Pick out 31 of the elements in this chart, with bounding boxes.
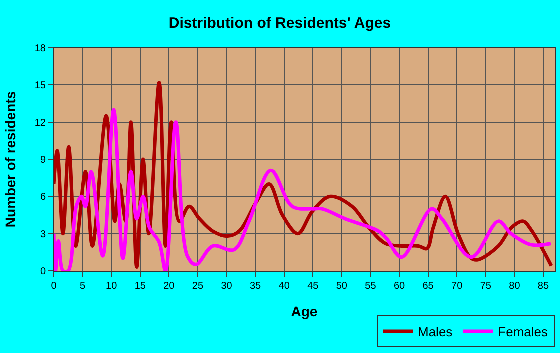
x-tick-label: 45 [308, 281, 320, 292]
x-tick-label: 55 [365, 281, 377, 292]
y-tick-label: 18 [34, 44, 46, 54]
x-tick-label: 15 [134, 281, 146, 292]
x-tick-label: 0 [51, 281, 58, 292]
x-tick-label: 85 [538, 281, 550, 292]
x-tick-label: 35 [250, 281, 262, 292]
x-tick-label: 30 [221, 281, 233, 292]
x-tick-label: 40 [278, 281, 290, 292]
x-tick-label: 5 [80, 281, 86, 292]
x-tick-label: 80 [509, 281, 521, 292]
x-tick-label: 50 [336, 281, 348, 292]
x-tick-label: 10 [106, 281, 118, 292]
x-tick-label: 25 [192, 281, 204, 292]
y-axis-title: Number of residents [2, 91, 18, 228]
y-tick-label: 15 [34, 80, 46, 92]
legend-label: Females [498, 324, 549, 340]
chart-title: Distribution of Residents' Ages [168, 15, 392, 32]
x-tick-label: 20 [164, 281, 176, 292]
y-tick-label: 0 [40, 266, 46, 278]
y-tick-label: 9 [40, 155, 46, 166]
x-axis-title: Age [291, 303, 318, 320]
legend-label: Males [418, 324, 454, 340]
line-series [54, 108, 553, 271]
x-tick-label: 70 [452, 281, 464, 292]
y-tick-label: 6 [40, 192, 46, 204]
y-tick-label: 3 [40, 229, 46, 240]
x-tick-label: 60 [394, 281, 406, 292]
x-tick-label: 75 [480, 281, 492, 292]
y-tick-label: 12 [34, 118, 46, 129]
x-tick-label: 65 [422, 281, 434, 292]
